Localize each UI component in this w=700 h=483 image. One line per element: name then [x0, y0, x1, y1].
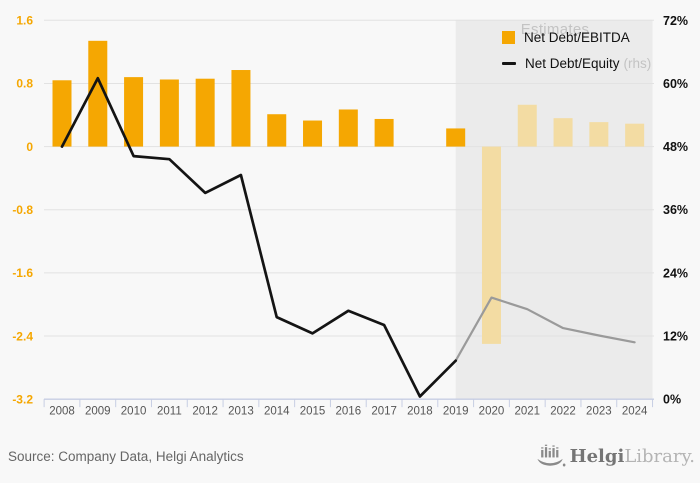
legend-line-swatch-icon [502, 61, 516, 65]
bar-2008 [52, 80, 72, 147]
bar-2009 [88, 40, 108, 147]
svg-text:36%: 36% [663, 203, 688, 217]
svg-text:48%: 48% [663, 140, 688, 154]
svg-text:2013: 2013 [228, 406, 254, 418]
chart-canvas: 1.6 0.8 0 -0.8 -1.6 -2.4 -3.2 72% 60% 48% 36% 24% 12… [12, 14, 688, 418]
svg-text:72%: 72% [663, 14, 688, 28]
bar-2016 [338, 109, 358, 147]
chart-legend: Net Debt/EBITDA Net Debt/Equity (rhs) [502, 24, 651, 76]
bar-2011 [159, 79, 179, 147]
svg-text:2012: 2012 [192, 406, 218, 418]
bar-2013 [231, 70, 251, 147]
left-axis-labels: 1.6 0.8 0 -0.8 -1.6 -2.4 -3.2 [12, 14, 33, 407]
legend-item-net-debt-ebitda: Net Debt/EBITDA [502, 24, 651, 50]
source-text: Source: Company Data, Helgi Analytics [8, 449, 244, 464]
svg-text:2016: 2016 [336, 406, 362, 418]
svg-text:2011: 2011 [157, 406, 182, 418]
svg-text:2010: 2010 [121, 406, 147, 418]
svg-text:2022: 2022 [550, 406, 576, 418]
logo-text-helgi: Helgi [569, 446, 625, 467]
legend-label-net-debt-ebitda: Net Debt/EBITDA [524, 29, 630, 45]
svg-text:2023: 2023 [586, 406, 612, 418]
svg-text:-3.2: -3.2 [12, 392, 33, 406]
svg-text:2021: 2021 [514, 406, 540, 418]
svg-text:2020: 2020 [479, 406, 505, 418]
legend-item-net-debt-equity: Net Debt/Equity (rhs) [502, 50, 651, 76]
bar-2020 [481, 146, 501, 344]
svg-text:2009: 2009 [85, 406, 111, 418]
net-debt-equity-line-actual [60, 76, 458, 398]
bar-2017 [374, 118, 394, 147]
bar-2010 [124, 77, 144, 147]
svg-text:1.6: 1.6 [16, 14, 33, 28]
bar-2023 [589, 122, 609, 147]
bar-2022 [553, 118, 573, 147]
svg-text:2008: 2008 [49, 406, 75, 418]
svg-text:2017: 2017 [371, 406, 397, 418]
legend-bar-swatch-icon [502, 30, 515, 44]
bar-2024 [625, 123, 645, 147]
svg-text:2024: 2024 [622, 406, 648, 418]
bar-2015 [303, 120, 323, 147]
chart-footer: Source: Company Data, Helgi Analytics [0, 443, 700, 483]
svg-text:2015: 2015 [300, 406, 326, 418]
legend-label-rhs-suffix: (rhs) [623, 55, 652, 71]
x-axis-year-labels: 2008 2009 2010 2011 2012 2013 2014 2015 2016 2017… [49, 406, 648, 418]
legend-label-net-debt-equity: Net Debt/Equity [525, 55, 620, 71]
net-debt-ebitda-bars [52, 40, 645, 344]
bar-2012 [195, 78, 215, 147]
svg-text:2014: 2014 [264, 406, 290, 418]
helgi-library-logo: Helgi Library. [536, 444, 695, 469]
bar-2014 [267, 114, 287, 147]
bar-2019 [446, 128, 466, 147]
svg-text:2018: 2018 [407, 406, 433, 418]
svg-text:0.8: 0.8 [16, 77, 33, 91]
estimates-region-label: Estimates [520, 21, 590, 38]
logo-text-library: Library. [624, 446, 695, 467]
x-axis [43, 398, 654, 408]
svg-text:24%: 24% [663, 266, 688, 280]
bar-2021 [517, 104, 537, 147]
svg-text:0%: 0% [663, 393, 681, 407]
svg-text:0: 0 [26, 140, 33, 154]
svg-text:2019: 2019 [443, 406, 469, 418]
svg-text:-0.8: -0.8 [12, 203, 33, 217]
logo-ship-bars-icon [536, 444, 566, 467]
svg-text:60%: 60% [663, 77, 688, 91]
svg-text:-1.6: -1.6 [12, 266, 33, 280]
right-axis-labels: 72% 60% 48% 36% 24% 12% 0% [663, 14, 688, 407]
svg-text:-2.4: -2.4 [12, 329, 33, 343]
svg-text:12%: 12% [663, 330, 688, 344]
net-debt-equity-line-estimate [454, 296, 636, 362]
